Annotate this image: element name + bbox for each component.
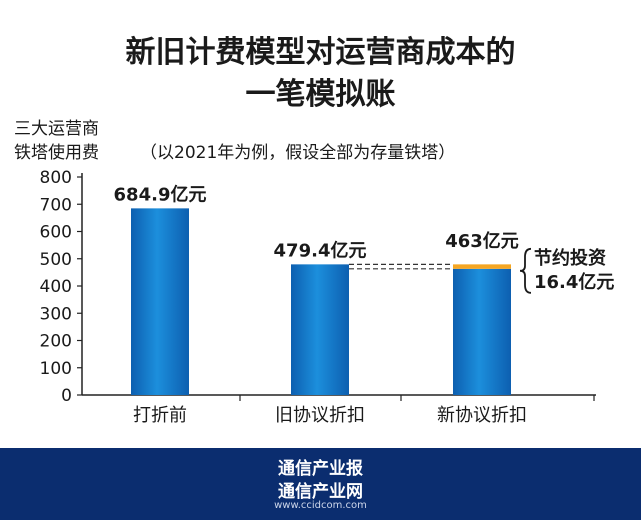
y-tick-label: 0 xyxy=(61,386,72,406)
y-axis-label-line-1: 三大运营商 xyxy=(14,119,99,139)
chart-title-line-1: 新旧计费模型对运营商成本的 xyxy=(125,35,516,70)
y-axis-label-line-2: 铁塔使用费 xyxy=(14,143,99,163)
x-tick-label: 打折前 xyxy=(133,405,187,426)
bar-value-label: 684.9亿元 xyxy=(114,183,207,205)
bar xyxy=(291,264,349,395)
chart-title: 新旧计费模型对运营商成本的 一笔模拟账 xyxy=(0,32,641,116)
bar xyxy=(453,268,511,395)
y-tick-label: 400 xyxy=(40,277,72,297)
y-tick-label: 200 xyxy=(40,332,72,352)
y-tick-label: 700 xyxy=(40,195,72,215)
savings-brace xyxy=(519,247,532,294)
y-tick-label: 800 xyxy=(40,168,72,188)
bar xyxy=(131,208,189,395)
y-tick-label: 300 xyxy=(40,304,72,324)
savings-label-line: 节约投资 xyxy=(534,247,606,269)
chart-title-line-2: 一笔模拟账 xyxy=(245,77,396,112)
bar-value-label: 463亿元 xyxy=(445,230,519,252)
footer-url: www.ccidcom.com xyxy=(274,500,367,511)
x-tick-label: 新协议折扣 xyxy=(437,405,527,426)
chart-note: （以2021年为例，假设全部为存量铁塔） xyxy=(140,143,456,163)
bar-value-label: 479.4亿元 xyxy=(274,239,367,261)
y-axis-label: 三大运营商 铁塔使用费 xyxy=(14,117,99,165)
footer-brand-line-2: 通信产业网 xyxy=(278,482,363,502)
x-tick-label: 旧协议折扣 xyxy=(275,405,365,426)
savings-segment xyxy=(453,264,511,269)
footer-brand-line-1: 通信产业报 xyxy=(278,459,363,479)
savings-label-line: 16.4亿元 xyxy=(534,271,614,293)
y-tick-label: 100 xyxy=(40,359,72,379)
y-tick-label: 600 xyxy=(40,223,72,243)
footer-banner: 通信产业报 通信产业网 www.ccidcom.com xyxy=(0,448,641,520)
y-tick-label: 500 xyxy=(40,250,72,270)
